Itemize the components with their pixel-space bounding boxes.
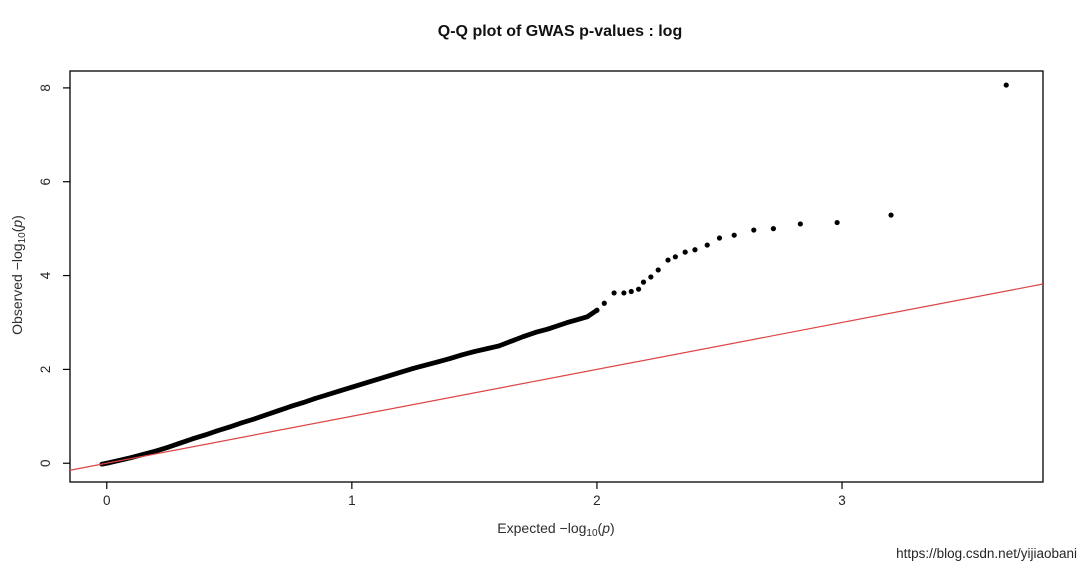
data-point (655, 267, 661, 273)
data-point (300, 400, 306, 406)
plot-area: 0 1 2 3 0 2 4 6 8 (38, 70, 1044, 508)
data-point (621, 290, 627, 296)
data-point (312, 396, 318, 401)
data-point (508, 338, 514, 344)
x-tick-label: 2 (593, 493, 601, 508)
data-point (214, 428, 220, 434)
data-point (177, 440, 183, 446)
data-point (692, 247, 698, 253)
data-point (601, 300, 607, 306)
data-point (648, 274, 654, 280)
data-point (423, 362, 428, 368)
data-point (770, 226, 777, 232)
y-axis-label: Observed −log10(p) (9, 215, 28, 335)
data-point (594, 307, 600, 313)
data-point (325, 392, 330, 398)
y-tick-label: 8 (38, 84, 53, 92)
data-point (459, 352, 465, 358)
data-point (716, 235, 723, 241)
data-point (665, 257, 671, 263)
data-point (227, 424, 232, 430)
y-tick-label: 4 (38, 271, 53, 279)
data-point (834, 219, 840, 226)
data-point (575, 317, 580, 322)
data-point (361, 381, 367, 386)
x-tick-label: 0 (103, 493, 111, 508)
data-point (636, 286, 642, 292)
data-point (484, 346, 489, 352)
data-point (447, 356, 453, 361)
data-point (611, 290, 617, 296)
y-tick-label: 0 (38, 459, 53, 467)
data-point (386, 373, 391, 379)
data-point (472, 349, 477, 354)
data-point (202, 432, 208, 438)
identity-reference-line (69, 283, 1044, 471)
data-point (165, 444, 171, 450)
data-point (682, 249, 688, 255)
data-point (521, 334, 526, 339)
data-point (640, 279, 647, 285)
data-point (533, 330, 538, 335)
data-point (751, 227, 757, 233)
data-point (398, 369, 404, 375)
data-point (239, 420, 244, 426)
watermark: https://blog.csdn.net/yijiaobani (896, 546, 1077, 561)
data-point (374, 377, 379, 383)
x-axis-label: Expected −log10(p) (497, 520, 614, 539)
data-point (288, 404, 293, 409)
data-point (496, 343, 502, 349)
y-tick-label: 6 (38, 178, 53, 186)
data-point (1003, 82, 1009, 88)
data-point (435, 359, 440, 365)
data-point (584, 314, 590, 320)
y-tick-label: 2 (38, 366, 53, 374)
x-tick-label: 3 (838, 493, 846, 508)
data-point (190, 436, 195, 442)
data-point (672, 254, 678, 260)
data-point (153, 448, 159, 454)
data-point (251, 416, 257, 422)
data-point (349, 384, 355, 390)
data-point (555, 323, 561, 329)
data-point (565, 320, 570, 325)
plot-border (69, 70, 1044, 483)
data-point (797, 221, 803, 227)
dense-point-band (99, 307, 600, 467)
data-point (731, 232, 737, 238)
chart-title: Q-Q plot of GWAS p-values : log (438, 23, 682, 40)
data-point (545, 326, 551, 332)
data-point (628, 288, 634, 295)
x-tick-label: 1 (348, 493, 356, 508)
data-point (276, 408, 281, 413)
data-point (888, 212, 894, 218)
data-point (337, 388, 342, 394)
data-point (410, 366, 416, 371)
data-point (263, 412, 269, 418)
data-point (704, 242, 710, 248)
